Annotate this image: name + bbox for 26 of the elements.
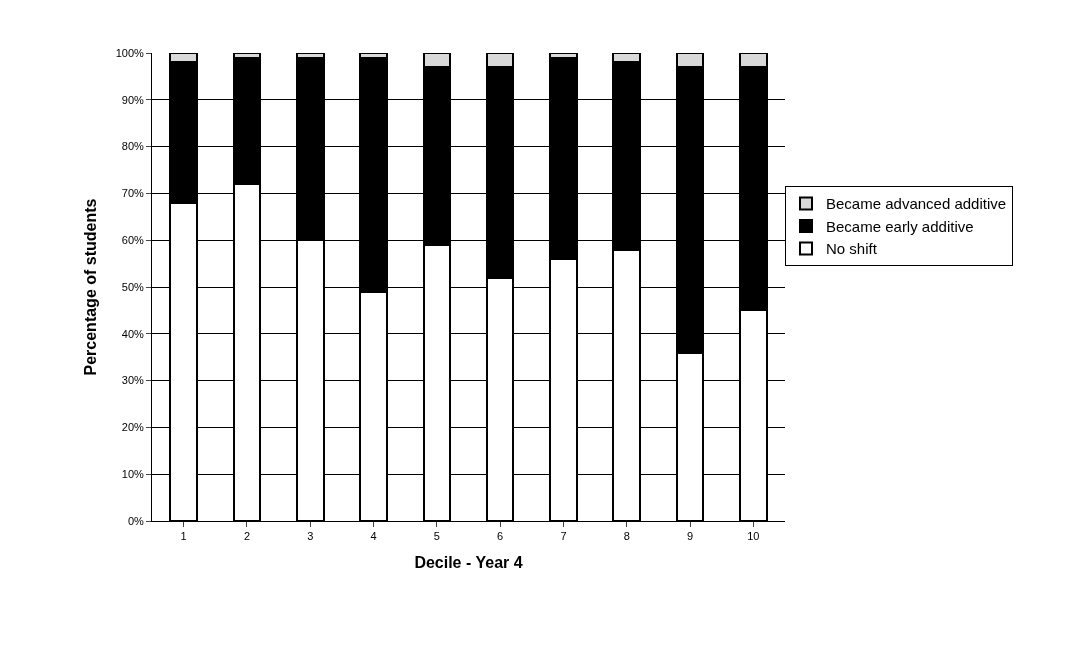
x-tick-label: 10 [747, 530, 760, 543]
y-tick-label: 40% [121, 327, 144, 340]
y-tick-label: 70% [121, 187, 144, 200]
x-tick-label: 4 [370, 530, 377, 543]
x-tick-label: 8 [623, 530, 630, 543]
legend-label: Became early additive [826, 217, 974, 235]
legend-label: No shift [826, 240, 878, 258]
legend-label: Became advanced additive [826, 195, 1007, 213]
y-tick-label: 0% [127, 514, 145, 527]
y-tick-label: 100% [115, 46, 145, 59]
y-tick-label: 80% [121, 140, 144, 153]
x-axis-title: Decile - Year 4 [414, 553, 523, 571]
x-tick-label: 6 [497, 530, 504, 543]
y-tick-label: 20% [121, 421, 144, 434]
y-tick-label: 60% [121, 234, 144, 247]
y-tick-label: 30% [121, 374, 144, 387]
x-tick-label: 7 [560, 530, 567, 543]
y-tick-label: 90% [121, 93, 144, 106]
y-tick-label: 50% [121, 280, 144, 293]
x-tick-label: 2 [243, 530, 251, 543]
x-tick-label: 9 [686, 530, 694, 543]
y-tick-label: 10% [121, 468, 144, 481]
y-axis-title: Percentage of students [81, 198, 99, 376]
x-tick-label: 5 [433, 530, 440, 543]
x-tick-label: 1 [180, 530, 187, 543]
x-tick-label: 3 [307, 530, 314, 543]
